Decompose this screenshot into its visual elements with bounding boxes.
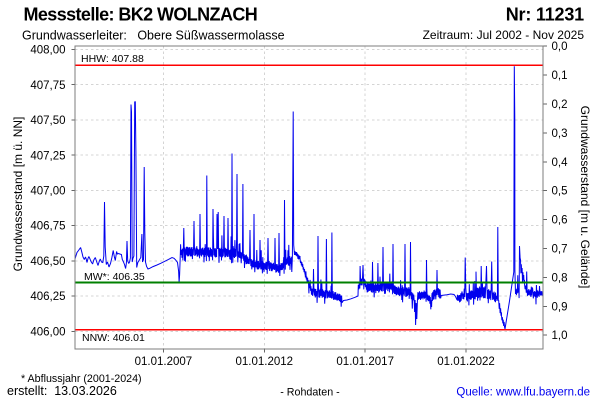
svg-text:01.01.2022: 01.01.2022 (437, 356, 495, 368)
svg-text:01.01.2007: 01.01.2007 (135, 356, 193, 368)
svg-text:407,00: 407,00 (30, 186, 65, 198)
svg-text:Messstelle: BK2 WOLNZACH: Messstelle: BK2 WOLNZACH (24, 4, 258, 24)
svg-text:407,50: 407,50 (30, 115, 65, 127)
svg-text:406,75: 406,75 (30, 221, 65, 233)
svg-text:0,1: 0,1 (552, 70, 568, 82)
svg-text:01.01.2012: 01.01.2012 (236, 356, 294, 368)
svg-text:0,4: 0,4 (552, 157, 569, 169)
svg-text:Nr: 11231: Nr: 11231 (506, 4, 584, 24)
svg-text:HHW: 407.88: HHW: 407.88 (81, 53, 144, 65)
svg-text:Grundwasserstand [m ü. NN]: Grundwasserstand [m ü. NN] (11, 117, 25, 272)
svg-text:0,0: 0,0 (552, 41, 568, 53)
svg-text:Grundwasserstand [m u. Gelände: Grundwasserstand [m u. Gelände] (578, 106, 592, 289)
svg-text:NNW: 406.01: NNW: 406.01 (82, 332, 145, 344)
svg-text:406,00: 406,00 (30, 326, 65, 338)
svg-text:0,3: 0,3 (552, 128, 568, 140)
svg-text:01.01.2017: 01.01.2017 (336, 356, 394, 368)
svg-text:406,25: 406,25 (30, 291, 65, 303)
svg-text:1,0: 1,0 (552, 330, 568, 342)
svg-text:0,8: 0,8 (552, 272, 568, 284)
svg-text:407,75: 407,75 (30, 80, 65, 92)
svg-text:- Rohdaten -: - Rohdaten - (280, 387, 340, 399)
svg-text:0,5: 0,5 (552, 186, 568, 198)
svg-text:MW*: 406.35: MW*: 406.35 (84, 271, 145, 283)
svg-text:0,7: 0,7 (552, 244, 568, 256)
svg-text:407,25: 407,25 (30, 150, 65, 162)
svg-text:Grundwasserleiter: Obere Süß: Grundwasserleiter: Obere Süßwassermolass… (22, 29, 285, 43)
svg-text:erstellt: 13.03.2026: erstellt: 13.03.2026 (7, 384, 117, 398)
svg-text:408,00: 408,00 (30, 45, 65, 57)
svg-text:0,6: 0,6 (552, 215, 568, 227)
svg-text:Zeitraum: Jul 2002 - Nov 2025: Zeitraum: Jul 2002 - Nov 2025 (423, 28, 585, 42)
svg-text:406,50: 406,50 (30, 256, 65, 268)
svg-text:0,2: 0,2 (552, 99, 568, 111)
svg-text:0,9: 0,9 (552, 301, 568, 313)
svg-text:* Abflussjahr (2001-2024): * Abflussjahr (2001-2024) (21, 373, 142, 385)
svg-text:Quelle: www.lfu.bayern.de: Quelle: www.lfu.bayern.de (456, 387, 590, 399)
